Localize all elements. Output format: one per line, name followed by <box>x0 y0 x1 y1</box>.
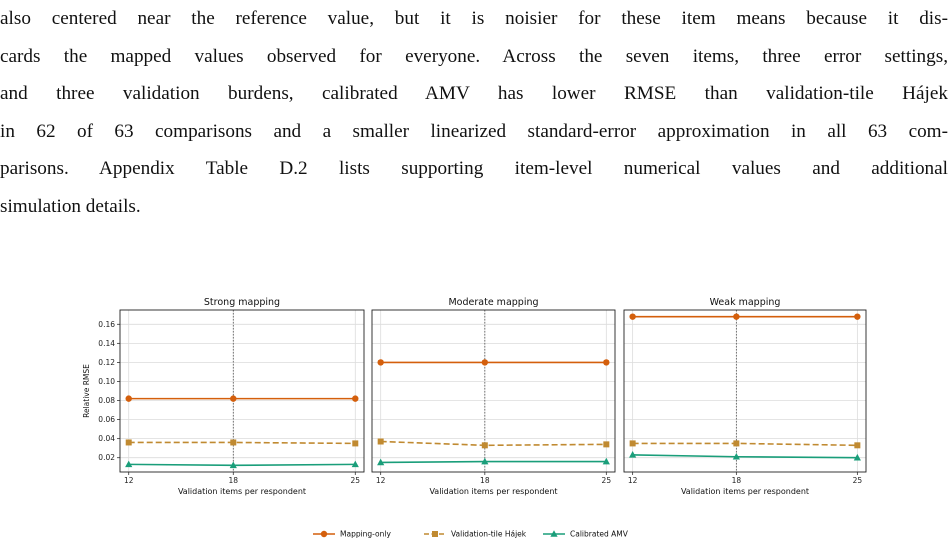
series-line-calibrated-amv <box>632 454 858 459</box>
paragraph-line: parisons. Appendix Table D.2 lists suppo… <box>0 158 948 180</box>
data-point-mapping-only <box>230 395 237 402</box>
paragraph-line: also centered near the reference value, … <box>0 8 948 29</box>
legend-marker-calibrated-amv <box>550 530 558 537</box>
data-point-calibrated-amv <box>351 460 359 468</box>
panel-frame <box>371 309 616 473</box>
data-point-calibrated-amv <box>629 451 637 458</box>
data-point-validation-tile-hajek <box>733 440 740 447</box>
data-point-calibrated-amv <box>377 458 385 466</box>
data-point-mapping-only <box>854 313 861 320</box>
y-tick-label: 0.14 <box>98 339 115 348</box>
x-tick-label: 18 <box>480 476 490 485</box>
data-point-calibrated-amv <box>602 457 610 465</box>
paragraph-line: cards the mapped values observed for eve… <box>0 45 948 67</box>
paragraph-line: in 62 of 63 comparisons and a smaller li… <box>0 120 948 142</box>
x-tick-label: 18 <box>732 476 742 485</box>
x-axis-label: Validation items per respondent <box>429 487 557 496</box>
x-tick-label: 12 <box>628 476 638 485</box>
data-point-mapping-only <box>352 395 359 402</box>
y-tick-label: 0.04 <box>98 434 115 443</box>
y-tick-label: 0.08 <box>98 396 115 405</box>
paragraph-line: and three validation burdens, calibrated… <box>0 83 948 105</box>
body-paragraph: also centered near the reference value, … <box>0 0 948 226</box>
x-tick-label: 25 <box>853 476 863 485</box>
panel-title: Weak mapping <box>710 297 781 308</box>
data-point-mapping-only <box>733 313 740 320</box>
x-tick-label: 18 <box>229 476 239 485</box>
x-tick-label: 25 <box>351 476 361 485</box>
chart-legend: Mapping-only Validation-tile Hájek Calibra… <box>313 530 629 539</box>
data-point-validation-tile-hajek <box>481 442 488 449</box>
data-point-mapping-only <box>603 359 610 366</box>
series-line-calibrated-amv <box>128 463 356 467</box>
data-point-calibrated-amv <box>732 452 740 460</box>
x-tick-label: 25 <box>602 476 612 485</box>
data-point-calibrated-amv <box>125 460 133 468</box>
series-line-validation-tile-hajek <box>632 442 858 447</box>
data-point-validation-tile-hajek <box>125 439 132 446</box>
legend-label-mapping-only: Mapping-only <box>340 530 391 539</box>
legend-label-validation-tile-hajek: Validation-tile Hájek <box>451 530 527 539</box>
x-axis-label: Validation items per respondent <box>178 487 306 496</box>
data-point-validation-tile-hajek <box>629 440 636 447</box>
x-tick-label: 12 <box>376 476 386 485</box>
panel-title: Strong mapping <box>204 297 280 308</box>
panel-title: Moderate mapping <box>448 297 538 308</box>
panel-frame <box>119 309 365 473</box>
chart-panel-2: 12 18 25 Moderate mapping Validation items p… <box>371 297 616 496</box>
chart-panel-1: 0.02 0.04 0.06 0.08 0.10 0.12 0.14 0.16 12 18 25 St… <box>82 297 365 496</box>
y-tick-label: 0.10 <box>98 377 115 386</box>
series-line-calibrated-amv <box>380 460 607 464</box>
paragraph-line: simulation details. <box>0 195 141 217</box>
chart-panel-3: 12 18 25 Weak mapping Validation items per r… <box>623 297 867 496</box>
panel-frame <box>623 309 867 473</box>
data-point-mapping-only <box>481 359 489 366</box>
data-point-calibrated-amv <box>853 453 861 461</box>
y-tick-label: 0.12 <box>98 358 115 367</box>
data-point-calibrated-amv <box>229 461 237 469</box>
data-point-validation-tile-hajek <box>352 440 359 447</box>
legend-label-calibrated-amv: Calibrated AMV <box>570 530 629 539</box>
data-point-calibrated-amv <box>481 457 489 465</box>
data-point-mapping-only <box>629 313 636 320</box>
series-line-validation-tile-hajek <box>380 440 607 447</box>
y-tick-label: 0.02 <box>98 453 115 462</box>
x-axis-label: Validation items per respondent <box>681 487 809 496</box>
y-tick-label: 0.06 <box>98 415 115 424</box>
y-axis-label: Relative RMSE <box>82 364 91 418</box>
series-line-validation-tile-hajek <box>128 441 356 445</box>
data-point-validation-tile-hajek <box>603 441 610 448</box>
legend-marker-mapping-only <box>320 530 328 538</box>
y-tick-label: 0.16 <box>98 320 115 329</box>
x-tick-label: 12 <box>124 476 134 485</box>
data-point-mapping-only <box>377 359 384 366</box>
data-point-validation-tile-hajek <box>854 442 861 449</box>
data-point-validation-tile-hajek <box>377 438 384 445</box>
legend-marker-validation-tile-hajek <box>432 531 438 537</box>
data-point-validation-tile-hajek <box>230 439 237 446</box>
data-point-mapping-only <box>125 395 132 402</box>
